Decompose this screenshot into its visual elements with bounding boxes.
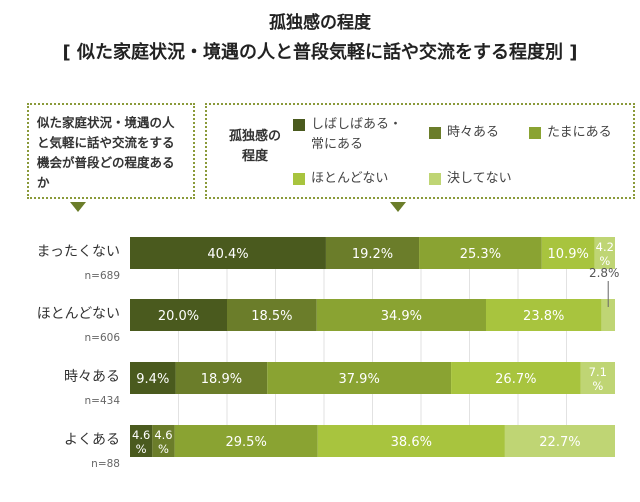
data-label-unit: % xyxy=(592,379,603,393)
data-label: 34.9% xyxy=(381,309,422,324)
bar-segment xyxy=(130,299,227,331)
bar-segment xyxy=(174,425,318,457)
legend-item: 決してない xyxy=(429,169,512,189)
data-label: 4.6 xyxy=(132,428,150,442)
bar-segment xyxy=(580,362,615,394)
data-label: 19.2% xyxy=(352,247,393,262)
bar-segment xyxy=(175,362,268,394)
sample-size-label: n=689 xyxy=(84,270,121,282)
legend-item: 時々ある xyxy=(429,123,499,143)
legend-swatch xyxy=(429,173,441,185)
data-label: 40.4% xyxy=(207,247,248,262)
legend-swatch xyxy=(293,119,305,131)
chart-subtitle: [ 似た家庭状況・境遇の人と普段気軽に話や交流をする程度別 ] xyxy=(62,42,578,63)
chart-title: 孤独感の程度 xyxy=(269,13,371,33)
bar-segment xyxy=(152,425,175,457)
data-label: 9.4% xyxy=(136,372,169,387)
bar-segment xyxy=(130,425,153,457)
legend-item: ほとんどない xyxy=(293,169,388,189)
legend-item: たまにある xyxy=(529,123,612,143)
data-label: 37.9% xyxy=(339,372,380,387)
bar-segment xyxy=(504,425,615,457)
data-label: 38.6% xyxy=(391,435,432,450)
legend-swatch xyxy=(293,173,305,185)
sample-size-label: n=434 xyxy=(84,395,121,407)
bar-segment xyxy=(594,237,615,269)
bar-segment xyxy=(316,299,486,331)
category-label: よくある xyxy=(64,432,120,448)
legend: 孤独感の程度 しばしばある・常にある 時々ある たまにある ほとんどない 決して… xyxy=(205,103,635,199)
data-label-unit: % xyxy=(599,254,610,268)
category-axis-title-box: 似た家庭状況・境遇の人と気軽に話や交流をする機会が普段どの程度あるか xyxy=(27,103,195,199)
legend-label: ほとんどない xyxy=(311,171,389,186)
legend-label: しばしばある・常にある xyxy=(311,117,403,152)
data-label: 26.7% xyxy=(495,372,536,387)
bar-segment xyxy=(130,237,326,269)
category-axis-title: 似た家庭状況・境遇の人と気軽に話や交流をする機会が普段どの程度あるか xyxy=(37,115,175,190)
data-label-unit: % xyxy=(158,442,169,456)
data-label: 2.8% xyxy=(589,266,620,280)
pointer-triangle-icon xyxy=(390,202,406,212)
legend-label: 時々ある xyxy=(447,125,500,140)
legend-label: たまにある xyxy=(547,125,612,140)
bar-segment xyxy=(419,237,542,269)
data-label: 22.7% xyxy=(539,435,580,450)
data-label: 29.5% xyxy=(226,435,267,450)
data-label: 4.6 xyxy=(154,428,172,442)
bar-segment xyxy=(267,362,452,394)
data-label: 10.9% xyxy=(548,247,589,262)
bar-segment xyxy=(451,362,581,394)
legend-swatch xyxy=(529,127,541,139)
pointer-triangle-icon xyxy=(70,202,86,212)
legend-label: 決してない xyxy=(447,171,512,186)
legend-item: しばしばある・常にある xyxy=(293,115,413,155)
bar-segment xyxy=(541,237,595,269)
category-label: 時々ある xyxy=(64,369,120,385)
bar-segment xyxy=(325,237,420,269)
data-label: 4.2 xyxy=(596,240,614,254)
category-label: まったくない xyxy=(36,244,120,260)
data-label-unit: % xyxy=(136,442,147,456)
data-label: 25.3% xyxy=(460,247,501,262)
legend-title: 孤独感の程度 xyxy=(228,129,281,164)
legend-swatch xyxy=(429,127,441,139)
data-label: 18.5% xyxy=(251,309,292,324)
data-label: 7.1 xyxy=(589,365,607,379)
bar-segment xyxy=(227,299,317,331)
sample-size-label: n=88 xyxy=(91,458,120,470)
sample-size-label: n=606 xyxy=(84,332,121,344)
data-label: 18.9% xyxy=(201,372,242,387)
bar-segment xyxy=(601,299,615,331)
data-label: 23.8% xyxy=(523,309,564,324)
bar-segment xyxy=(317,425,505,457)
category-label: ほとんどない xyxy=(36,306,120,322)
bar-segment xyxy=(130,362,176,394)
bar-segment xyxy=(485,299,602,331)
data-label: 20.0% xyxy=(158,309,199,324)
